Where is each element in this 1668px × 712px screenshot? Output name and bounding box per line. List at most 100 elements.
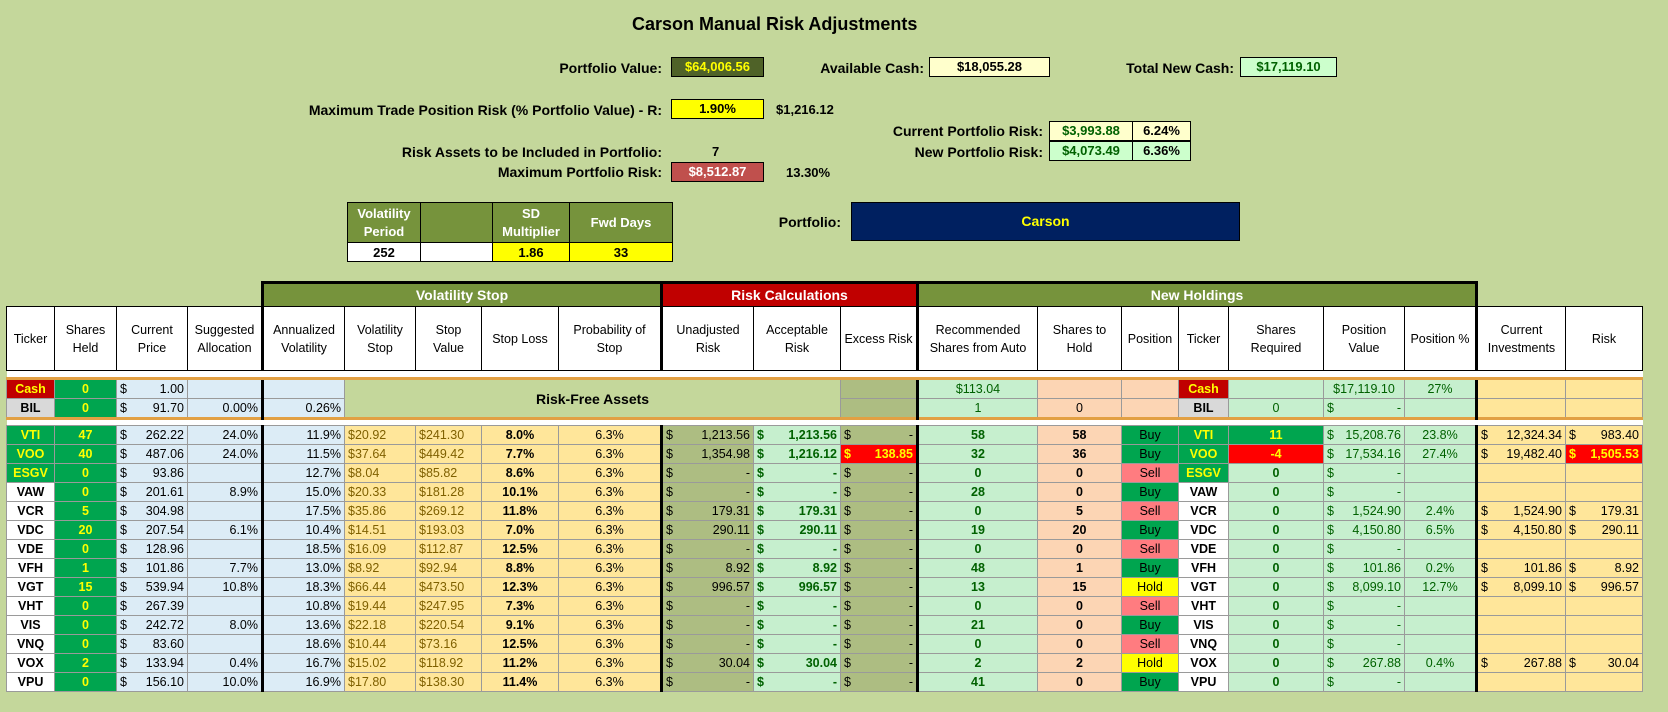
position-buy[interactable]: Buy xyxy=(1121,558,1179,578)
shares-held[interactable]: 0 xyxy=(54,634,117,654)
suggested-allocation: 24.0% xyxy=(187,444,263,464)
position-value: $ - xyxy=(1323,482,1405,502)
current-risk-pct-cell[interactable]: 6.24% xyxy=(1132,121,1191,141)
current-price: $304.98 xyxy=(116,501,188,521)
ticker: VAW xyxy=(6,482,55,502)
position-sell[interactable]: Sell xyxy=(1121,463,1179,483)
ticker-2: VPU xyxy=(1178,672,1229,692)
shares-held[interactable]: 15 xyxy=(54,577,117,597)
excess-risk xyxy=(840,398,918,419)
shares-required: 0 xyxy=(1228,398,1324,419)
shares-held[interactable]: 0 xyxy=(54,615,117,635)
risk: $8.92 xyxy=(1565,558,1643,578)
recommended-shares: 48 xyxy=(916,558,1038,578)
portfolio-value-cell[interactable]: $64,006.56 xyxy=(671,57,764,77)
excess-risk xyxy=(840,378,918,399)
position-buy[interactable]: Buy xyxy=(1121,444,1179,464)
position-hold[interactable]: Hold xyxy=(1121,653,1179,673)
position-buy[interactable]: Buy xyxy=(1121,482,1179,502)
stop-loss: 12.5% xyxy=(481,634,559,654)
sd-mult-value[interactable]: 1.86 xyxy=(492,242,570,262)
available-cash-cell[interactable]: $18,055.28 xyxy=(929,57,1050,77)
annualized-volatility: 11.5% xyxy=(261,444,345,464)
header-stop-loss-7: Stop Loss xyxy=(481,306,559,371)
shares-held[interactable]: 0 xyxy=(54,596,117,616)
shares-held[interactable]: 47 xyxy=(54,425,117,445)
shares-held[interactable]: 0 xyxy=(54,463,117,483)
recommended-shares: 13 xyxy=(916,577,1038,597)
ticker: Cash xyxy=(6,378,55,399)
header-ticker-0: Ticker xyxy=(6,306,55,371)
shares-required: 0 xyxy=(1228,577,1324,597)
ticker: VHT xyxy=(6,596,55,616)
current-price: $267.39 xyxy=(116,596,188,616)
header-position-value-17: Position Value xyxy=(1323,306,1405,371)
vol-period-value[interactable]: 252 xyxy=(347,242,421,262)
recommended-shares: 1 xyxy=(916,398,1038,419)
ticker-2: VTI xyxy=(1178,425,1229,445)
risk-free-row: Cash 0 $1.00 Risk-Free Assets $113.04 Cash $17… xyxy=(6,378,1643,419)
position-sell[interactable]: Sell xyxy=(1121,634,1179,654)
position-value: $ - xyxy=(1323,634,1405,654)
new-risk-value-cell[interactable]: $4,073.49 xyxy=(1049,141,1133,161)
shares-held[interactable]: 2 xyxy=(54,653,117,673)
ticker: VDC xyxy=(6,520,55,540)
unadjusted-risk: $ - xyxy=(660,672,754,692)
probability-of-stop: 6.3% xyxy=(558,539,662,559)
shares-held[interactable]: 5 xyxy=(54,501,117,521)
probability-of-stop: 6.3% xyxy=(558,463,662,483)
position-sell[interactable]: Sell xyxy=(1121,596,1179,616)
shares-held[interactable]: 40 xyxy=(54,444,117,464)
shares-required: 11 xyxy=(1228,425,1324,445)
shares-held[interactable]: 0 xyxy=(54,672,117,692)
position-buy[interactable]: Buy xyxy=(1121,425,1179,445)
max-trade-risk-pct-cell[interactable]: 1.90% xyxy=(671,99,764,119)
shares-held[interactable]: 1 xyxy=(54,558,117,578)
risk xyxy=(1565,615,1643,635)
unadjusted-risk: $996.57 xyxy=(660,577,754,597)
shares-held[interactable]: 0 xyxy=(54,482,117,502)
portfolio-name-cell[interactable]: Carson xyxy=(851,202,1240,241)
table-row: VHT 0 $267.39 10.8% $19.44 $247.95 7.3% 6.3% $ - $… xyxy=(6,596,1643,616)
fwd-days-value[interactable]: 33 xyxy=(569,242,673,262)
volatility-stop: $17.80 xyxy=(344,672,416,692)
shares-to-hold: 2 xyxy=(1037,653,1122,673)
stop-value: $449.42 xyxy=(415,444,482,464)
table-row: VTI 47 $262.22 24.0% 11.9% $20.92 $241.30 8.0% 6… xyxy=(6,425,1643,445)
current-investments: $101.86 xyxy=(1476,558,1566,578)
shares-held[interactable]: 20 xyxy=(54,520,117,540)
position-buy[interactable]: Buy xyxy=(1121,520,1179,540)
current-investments xyxy=(1476,596,1566,616)
position-pct: 0.2% xyxy=(1404,558,1478,578)
annualized-volatility: 16.9% xyxy=(261,672,345,692)
shares-held[interactable]: 0 xyxy=(54,378,117,399)
shares-held[interactable]: 0 xyxy=(54,539,117,559)
position-buy[interactable]: Buy xyxy=(1121,672,1179,692)
suggested-allocation xyxy=(187,463,263,483)
acceptable-risk: $ - xyxy=(753,463,841,483)
ticker: ESGV xyxy=(6,463,55,483)
probability-of-stop: 6.3% xyxy=(558,444,662,464)
position-sell[interactable]: Sell xyxy=(1121,539,1179,559)
shares-to-hold: 0 xyxy=(1037,596,1122,616)
current-risk-value-cell[interactable]: $3,993.88 xyxy=(1049,121,1133,141)
current-investments xyxy=(1476,463,1566,483)
ticker: BIL xyxy=(6,398,55,419)
shares-held[interactable]: 0 xyxy=(54,398,117,419)
probability-of-stop: 6.3% xyxy=(558,634,662,654)
current-price: $242.72 xyxy=(116,615,188,635)
excess-risk: $ - xyxy=(840,653,918,673)
shares-to-hold: 0 xyxy=(1037,482,1122,502)
probability-of-stop: 6.3% xyxy=(558,558,662,578)
recommended-shares: 0 xyxy=(916,463,1038,483)
position-sell[interactable]: Sell xyxy=(1121,501,1179,521)
annualized-volatility: 13.0% xyxy=(261,558,345,578)
new-risk-pct-cell[interactable]: 6.36% xyxy=(1132,141,1191,161)
position-hold[interactable]: Hold xyxy=(1121,577,1179,597)
max-portfolio-risk-cell[interactable]: $8,512.87 xyxy=(671,162,764,182)
max-trade-risk-value: $1,216.12 xyxy=(776,102,834,117)
volatility-stop: $8.92 xyxy=(344,558,416,578)
shares-required: 0 xyxy=(1228,653,1324,673)
position-buy[interactable]: Buy xyxy=(1121,615,1179,635)
total-new-cash-cell[interactable]: $17,119.10 xyxy=(1240,57,1337,77)
